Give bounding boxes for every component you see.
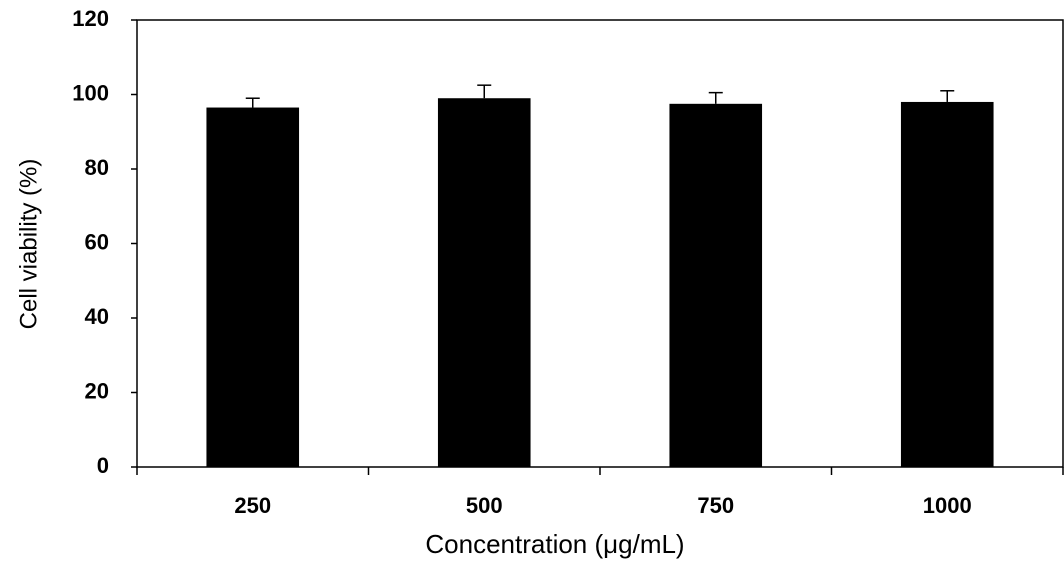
chart: Concentration (μg/mL) Cell viability (%)…: [0, 0, 1064, 566]
y-tick-label: 0: [97, 453, 109, 478]
bar: [901, 102, 994, 467]
y-tick-label: 100: [72, 80, 109, 105]
x-tick-label: 500: [466, 493, 503, 518]
y-tick-label: 80: [85, 155, 109, 180]
x-tick-label: 750: [697, 493, 734, 518]
y-tick-label: 40: [85, 304, 109, 329]
y-tick-label: 20: [85, 378, 109, 403]
y-tick-label: 60: [85, 229, 109, 254]
y-axis-label: Cell viability (%): [15, 159, 42, 330]
bar: [206, 108, 299, 467]
bar: [669, 104, 762, 467]
x-tick-label: 1000: [923, 493, 972, 518]
bar: [438, 98, 531, 467]
y-tick-label: 120: [72, 6, 109, 31]
x-axis-label: Concentration (μg/mL): [425, 529, 684, 559]
x-tick-label: 250: [234, 493, 271, 518]
